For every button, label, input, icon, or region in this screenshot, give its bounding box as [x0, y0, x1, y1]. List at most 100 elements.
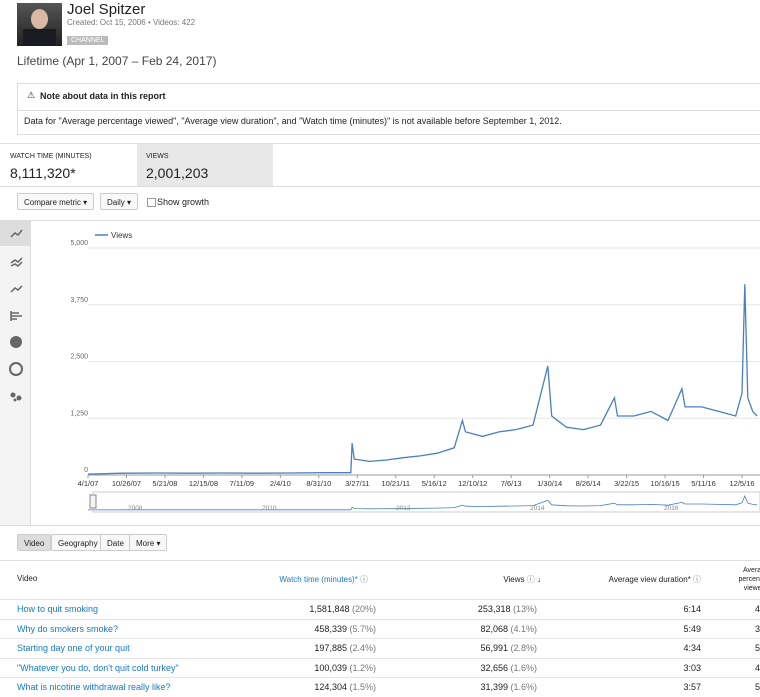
- cell-value: 32,656: [480, 662, 508, 673]
- video-link[interactable]: How to quit smoking: [17, 604, 99, 614]
- x-tick-label: 12/5/16: [730, 479, 755, 488]
- cell-share: (1.2%): [349, 662, 376, 673]
- x-tick-label: 5/21/08: [152, 479, 177, 488]
- avatar: [17, 3, 62, 46]
- video-link[interactable]: Starting day one of your quit: [17, 643, 130, 653]
- table-row: "Whatever you do, don't quit cold turkey…: [0, 657, 760, 678]
- navigator-handle[interactable]: [89, 494, 97, 509]
- x-tick-label: 12/10/12: [458, 479, 487, 488]
- avg-duration: 6:14: [683, 604, 701, 614]
- x-tick-label: 2/4/10: [270, 479, 291, 488]
- line-icon[interactable]: [10, 229, 23, 238]
- x-tick-label: 5/11/16: [691, 479, 715, 488]
- cell-share: (2.4%): [349, 643, 376, 653]
- column-header[interactable]: Views ⓘ ↓: [503, 575, 541, 584]
- navigator-line: [87, 494, 758, 511]
- metric-value: 2,001,203: [146, 165, 209, 181]
- navigator-label: 2014: [530, 505, 545, 512]
- series-line: [87, 284, 758, 475]
- cell-share: (1.6%): [510, 662, 537, 673]
- cell-value: 82,068: [480, 623, 508, 634]
- note-box: [17, 83, 760, 135]
- cell-share: (2.8%): [510, 643, 537, 653]
- y-tick-label: 0: [84, 467, 88, 474]
- chart-type-icons: [0, 220, 30, 402]
- video-link[interactable]: "Whatever you do, don't quit cold turkey…: [17, 662, 179, 673]
- y-tick-label: 2,500: [70, 354, 88, 361]
- y-tick-label: 5,000: [70, 240, 88, 247]
- column-header: Video: [17, 574, 38, 583]
- navigator-label: 2012: [396, 505, 411, 512]
- compare-button[interactable]: Compare metric ▾: [17, 193, 95, 210]
- x-tick-label: 8/31/10: [306, 479, 331, 488]
- cell-value: 100,039: [314, 662, 347, 673]
- views: 82,068 (4.1%): [480, 620, 537, 639]
- cell-value: 197,885: [314, 643, 347, 653]
- avg-duration: 3:57: [683, 682, 701, 692]
- cell-value: 1,581,848: [309, 604, 350, 614]
- checkbox-label[interactable]: Show growth: [157, 197, 210, 207]
- metric-card-selected[interactable]: [137, 144, 273, 186]
- x-tick-label: 1/30/14: [537, 479, 562, 488]
- table-row: What is nicotine withdrawal really like?…: [0, 677, 760, 697]
- views: 253,318 (13%): [478, 600, 537, 619]
- watch-time: 1,581,848 (20%): [309, 600, 376, 619]
- interval-button[interactable]: Daily ▾: [100, 193, 139, 210]
- bubble-icon[interactable]: [10, 392, 16, 398]
- cell-value: 31,399: [480, 682, 508, 692]
- channel-meta: Created: Oct 15, 2006 • Videos: 422: [67, 18, 196, 27]
- watch-time: 197,885 (2.4%): [314, 639, 376, 658]
- checkbox[interactable]: [147, 198, 156, 207]
- metric-value: 8,111,320*: [10, 165, 76, 181]
- cell-share: (13%): [512, 604, 537, 614]
- y-tick-label: 1,250: [70, 410, 88, 417]
- avg-duration: 4:34: [683, 643, 701, 653]
- tab[interactable]: Date: [100, 534, 131, 551]
- area-icon[interactable]: [10, 285, 23, 293]
- x-tick-label: 10/21/11: [381, 479, 410, 488]
- channel-name[interactable]: Joel Spitzer: [67, 1, 146, 18]
- column-header[interactable]: Watch time (minutes)* ⓘ: [279, 575, 368, 584]
- cell-share: (4.1%): [510, 623, 537, 634]
- button-label: Compare metric: [24, 198, 81, 207]
- note-title[interactable]: Note about data in this report: [40, 91, 166, 101]
- cell-value: 458,339: [314, 623, 347, 634]
- views: 56,991 (2.8%): [480, 639, 537, 658]
- navigator-label: 2010: [262, 505, 277, 512]
- date-range[interactable]: Lifetime (Apr 1, 2007 – Feb 24, 2017): [17, 54, 217, 68]
- cell-share: (1.5%): [349, 682, 376, 692]
- metric-label: VIEWS: [146, 153, 169, 160]
- note-body: Data for "Average percentage viewed", "A…: [24, 116, 562, 126]
- x-tick-label: 7/11/09: [230, 479, 254, 488]
- note-icon: ⚠: [27, 90, 36, 100]
- views: 32,656 (1.6%): [480, 659, 537, 678]
- pie-icon[interactable]: [10, 336, 22, 348]
- tab[interactable]: More ▾: [129, 534, 168, 551]
- x-tick-label: 8/26/14: [576, 479, 601, 488]
- navigator: [92, 491, 760, 513]
- x-tick-label: 3/27/11: [345, 479, 369, 488]
- cell-share: (20%): [351, 604, 376, 614]
- cell-value: 56,991: [480, 643, 508, 653]
- video-link[interactable]: What is nicotine withdrawal really like?: [17, 682, 171, 692]
- tab-label: More: [136, 539, 155, 548]
- x-tick-label: 4/1/07: [78, 479, 99, 488]
- tab[interactable]: Video: [17, 534, 52, 551]
- video-link[interactable]: Why do smokers smoke?: [17, 623, 119, 634]
- column-header[interactable]: Average view duration* ⓘ: [608, 575, 701, 584]
- table-row: How to quit smoking 1,581,848 (20%) 253,31…: [0, 599, 760, 619]
- cell-share: (1.6%): [510, 682, 537, 692]
- table-row: Why do smokers smoke? 458,339 (5.7%) 82,06…: [0, 618, 760, 639]
- avg-percentage: 3: [755, 623, 760, 634]
- watch-time: 458,339 (5.7%): [314, 620, 376, 639]
- tab[interactable]: Geography: [51, 534, 105, 551]
- x-tick-label: 3/22/15: [614, 479, 639, 488]
- badge: CHANNEL: [67, 36, 109, 45]
- chart: 0 1,250 2,500 3,750 5,000 4/1/07 10/26/07 5/21/…: [70, 231, 760, 513]
- multiline-icon[interactable]: [10, 257, 23, 264]
- bar-icon[interactable]: [10, 311, 22, 321]
- map-icon[interactable]: [9, 362, 23, 376]
- button-label: Daily: [107, 198, 125, 207]
- column-header[interactable]: Average percentage viewed*: [738, 567, 760, 592]
